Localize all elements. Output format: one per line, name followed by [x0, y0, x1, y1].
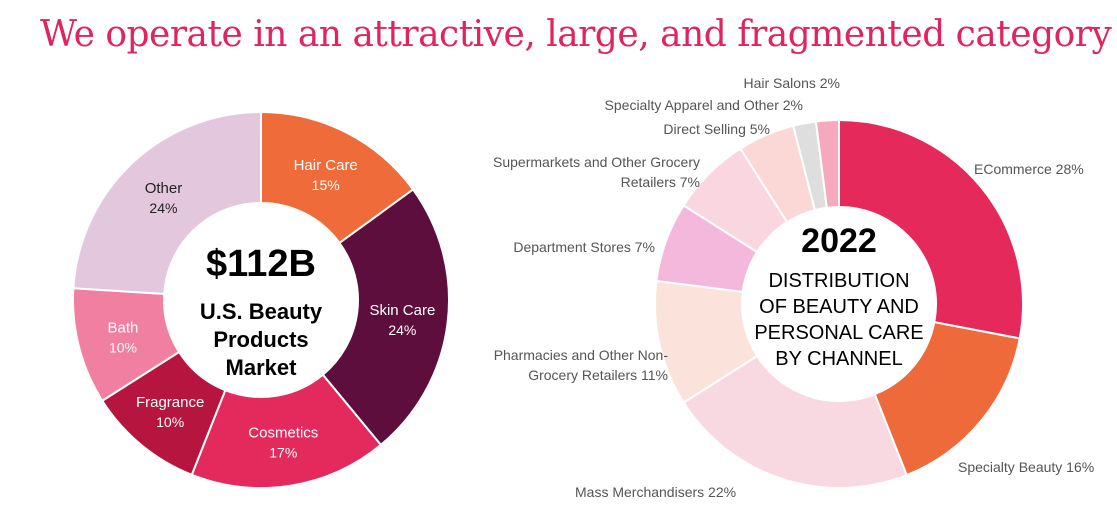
center-caption-line: PERSONAL CARE [754, 322, 923, 344]
slice-value-label: 10% [109, 339, 137, 355]
page-title: We operate in an attractive, large, and … [40, 14, 1112, 55]
slice-value-label: 10% [156, 414, 184, 430]
slice-label: Supermarkets and Other Grocery Retailers … [493, 154, 700, 190]
slice-label: Skin Care [369, 302, 435, 319]
slice-mass-merchandisers [682, 354, 909, 489]
beauty-market-donut: Hair Care 15% Skin Care 24% Cosmetics 17% Frag… [72, 110, 450, 489]
slice-label: Specialty Apparel and Other 2% [605, 97, 803, 113]
slice-value-label: 24% [149, 200, 177, 216]
slice-label: Bath [108, 319, 139, 336]
center-caption-line: DISTRIBUTION [768, 270, 909, 292]
slice-label: Fragrance [136, 394, 204, 411]
distribution-channel-donut: ECommerce 28% Specialty Beauty 16% Mass Me… [493, 75, 1094, 500]
slice-label: Specialty Beauty 16% [958, 459, 1094, 475]
slice-label: Cosmetics [248, 425, 318, 442]
slice-value-label: 24% [388, 322, 416, 338]
slice-label: Other [145, 180, 183, 197]
center-caption-line: OF BEAUTY AND [759, 296, 919, 318]
slice-ecommerce [838, 118, 1024, 340]
slice-label: Hair Salons 2% [744, 75, 841, 91]
slice-label: Department Stores 7% [513, 239, 655, 255]
slice-label: Direct Selling 5% [663, 121, 770, 137]
center-caption-line: U.S. Beauty [200, 299, 323, 324]
center-caption-line: Market [226, 355, 298, 380]
slice-skin-care [321, 188, 450, 447]
slice-other [72, 110, 262, 295]
center-value: 2022 [801, 222, 877, 260]
center-caption-line: BY CHANNEL [775, 348, 902, 370]
slice-value-label: 15% [312, 177, 340, 193]
slice-hair-salons [814, 118, 840, 209]
center-caption-line: Products [213, 327, 308, 352]
slice-cosmetics [190, 373, 383, 489]
slice-label: Pharmacies and Other Non-Grocery Retaile… [494, 347, 669, 383]
slice-label: Mass Merchandisers 22% [575, 484, 736, 500]
center-value: $112B [206, 243, 316, 285]
slice-label: ECommerce 28% [974, 161, 1084, 177]
slice-label: Hair Care [294, 157, 358, 174]
slice-specialty-beauty [873, 321, 1021, 477]
slice-value-label: 17% [269, 445, 297, 461]
